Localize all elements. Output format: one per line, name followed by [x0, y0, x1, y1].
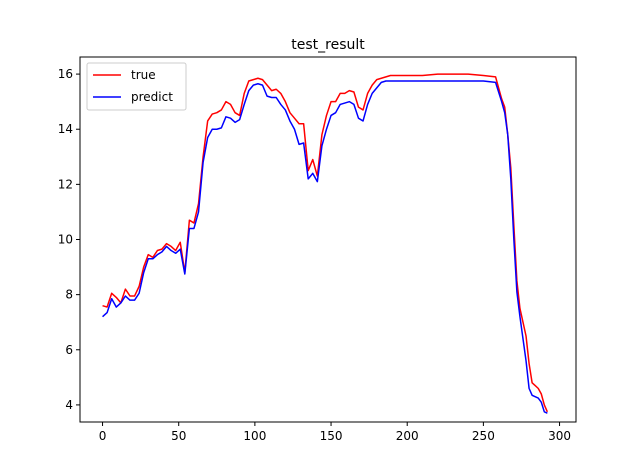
y-tick-label: 10: [58, 233, 73, 247]
y-tick-label: 12: [58, 177, 73, 191]
x-tick-label: 200: [396, 429, 419, 443]
y-tick-label: 14: [58, 122, 73, 136]
y-tick-label: 16: [58, 67, 73, 81]
series-line-predict: [102, 80, 548, 414]
x-axis: 0 50 100 150 200 250 300: [99, 422, 571, 443]
x-tick-label: 50: [171, 429, 186, 443]
legend: true predict: [86, 62, 187, 111]
y-axis: 4 6 8 10 12 14 16: [58, 67, 80, 412]
plot-area: [102, 73, 549, 414]
x-tick-label: 0: [99, 429, 107, 443]
y-tick-label: 4: [65, 398, 73, 412]
x-tick-label: 150: [320, 429, 343, 443]
series-line-true: [102, 73, 549, 413]
legend-label-predict: predict: [131, 90, 173, 104]
chart-title: test_result: [291, 37, 365, 53]
x-tick-label: 100: [243, 429, 266, 443]
legend-label-true: true: [131, 68, 156, 82]
x-tick-label: 250: [472, 429, 495, 443]
x-tick-label: 300: [548, 429, 571, 443]
y-tick-label: 6: [65, 343, 73, 357]
y-tick-label: 8: [65, 288, 73, 302]
